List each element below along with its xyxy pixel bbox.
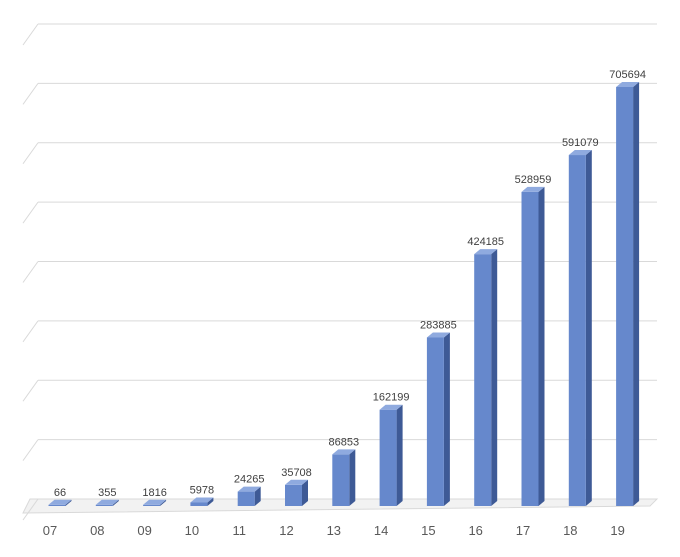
bar-side	[443, 332, 450, 506]
bar-side	[349, 449, 356, 506]
gridline-depth	[22, 379, 39, 402]
bar-side	[585, 150, 592, 506]
bar-front	[426, 337, 444, 506]
x-tick-label: 08	[90, 523, 104, 538]
x-tick-label: 14	[374, 523, 388, 538]
bar-front	[332, 454, 350, 506]
data-label: 1816	[142, 487, 166, 499]
bar-top	[190, 497, 214, 503]
bar-front	[190, 502, 208, 506]
bar-front	[474, 254, 492, 506]
bar	[616, 81, 640, 506]
data-label: 355	[98, 487, 116, 499]
data-label: 86853	[329, 436, 360, 448]
bar-top	[379, 404, 403, 410]
x-tick-label: 19	[610, 523, 624, 538]
bar-side	[302, 479, 308, 506]
bar	[190, 497, 214, 506]
bar-top	[332, 449, 356, 455]
bar-top	[285, 479, 308, 485]
bar-front	[48, 504, 66, 506]
x-axis-tick-labels: 07 08 09 10 11 12 13 14 15 16 17 18 19	[43, 523, 625, 538]
data-label: 424185	[467, 236, 504, 248]
x-tick-label: 15	[421, 523, 435, 538]
bar	[48, 499, 72, 506]
bar-front	[616, 86, 634, 506]
data-label: 5978	[190, 484, 214, 496]
x-tick-label: 18	[563, 523, 577, 538]
bar	[332, 449, 356, 506]
data-label: 66	[54, 487, 66, 499]
x-tick-label: 13	[327, 523, 341, 538]
bar-front	[95, 504, 113, 506]
bar-side	[65, 499, 72, 506]
bar-front	[237, 491, 255, 506]
data-label: 283885	[420, 319, 457, 331]
bar-top	[426, 332, 450, 338]
bar-side	[491, 249, 498, 507]
bar	[426, 332, 450, 506]
bar	[379, 404, 403, 506]
bar	[237, 486, 261, 506]
bar-front	[379, 409, 397, 506]
bars	[48, 81, 640, 507]
bar-top	[48, 499, 72, 505]
bar	[143, 499, 167, 506]
x-tick-label: 11	[232, 523, 246, 538]
bar	[474, 249, 498, 507]
data-label: 24265	[234, 474, 265, 486]
data-label: 35708	[281, 467, 312, 479]
bar-top	[474, 249, 498, 255]
bar-front	[285, 484, 302, 506]
bar-front	[568, 155, 586, 506]
bar-top	[568, 150, 592, 156]
data-label: 162199	[373, 392, 410, 404]
bar-side	[633, 81, 640, 506]
bar-top	[521, 186, 545, 192]
bar-side	[112, 499, 119, 506]
bar-side	[160, 499, 167, 506]
bar	[95, 499, 119, 506]
x-tick-label: 09	[137, 523, 151, 538]
bar	[568, 150, 592, 506]
gridline-depth	[22, 439, 39, 461]
data-labels: 66 355 1816 5978 24265 35708 86853 162199 283885…	[54, 69, 646, 499]
x-tick-label: 07	[43, 523, 57, 538]
gridline-depth	[22, 320, 39, 343]
bar-side	[254, 486, 261, 506]
bar	[521, 186, 545, 506]
gridline-depth	[22, 261, 39, 283]
x-tick-label: 10	[185, 523, 199, 538]
data-label: 705694	[609, 69, 646, 81]
bar-top	[95, 499, 119, 505]
x-tick-label: 16	[468, 523, 482, 538]
x-tick-label: 17	[516, 523, 530, 538]
bar-side	[207, 497, 214, 506]
bar	[285, 479, 308, 506]
bar-side	[396, 404, 403, 506]
gridline-depth	[22, 83, 39, 105]
bar-front	[521, 191, 539, 506]
bar-front	[143, 504, 161, 506]
gridline-depth	[22, 201, 39, 224]
gridline-depth	[22, 23, 39, 46]
gridline-depth	[22, 142, 39, 165]
gridline-depth	[22, 498, 39, 521]
bar-top	[237, 486, 261, 492]
bar-top	[143, 499, 167, 505]
bar-top	[616, 81, 640, 87]
x-tick-label: 12	[279, 523, 293, 538]
data-label: 528959	[515, 174, 552, 186]
data-label: 591079	[562, 137, 599, 149]
bar-side	[538, 186, 545, 506]
